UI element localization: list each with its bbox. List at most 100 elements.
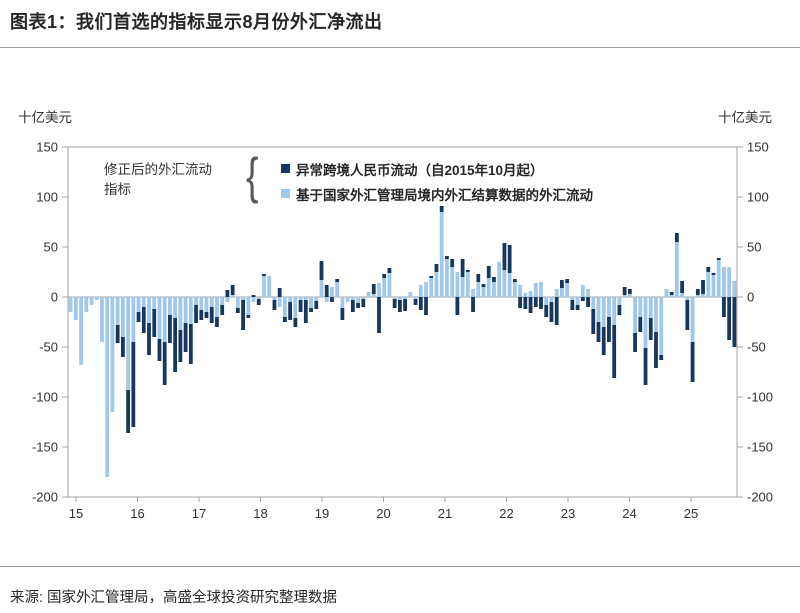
x-axis-label: 24 bbox=[622, 506, 636, 521]
bar-rmb-flow bbox=[413, 299, 418, 305]
bar-rmb-flow bbox=[361, 299, 366, 307]
bar-fx-settlement-flow bbox=[429, 278, 434, 297]
bar-rmb-flow bbox=[439, 206, 444, 212]
bar-fx-settlement-flow bbox=[356, 297, 360, 303]
x-axis-label: 18 bbox=[253, 506, 267, 521]
y-axis-unit-right: 十亿美元 bbox=[718, 110, 772, 125]
bar-fx-settlement-flow bbox=[361, 297, 366, 299]
bar-rmb-flow bbox=[350, 300, 355, 312]
bar-fx-settlement-flow bbox=[418, 285, 423, 297]
bar-fx-settlement-flow bbox=[476, 282, 481, 297]
bar-fx-settlement-flow bbox=[84, 297, 89, 312]
bar-rmb-flow bbox=[465, 270, 470, 272]
bar-fx-settlement-flow bbox=[136, 297, 141, 312]
bar-fx-settlement-flow bbox=[288, 297, 293, 302]
bar-rmb-flow bbox=[230, 285, 235, 295]
bar-fx-settlement-flow bbox=[680, 293, 685, 297]
bar-rmb-flow bbox=[575, 305, 580, 310]
bar-rmb-flow bbox=[706, 267, 711, 272]
bar-fx-settlement-flow bbox=[194, 297, 198, 305]
bar-rmb-flow bbox=[194, 305, 198, 323]
bar-rmb-flow bbox=[512, 279, 517, 282]
bar-rmb-flow bbox=[460, 259, 465, 277]
x-axis-label: 20 bbox=[376, 506, 390, 521]
bar-fx-settlement-flow bbox=[392, 297, 397, 299]
bar-rmb-flow bbox=[434, 264, 439, 272]
bar-rmb-flow bbox=[136, 312, 141, 322]
bar-rmb-flow bbox=[507, 245, 512, 273]
bar-fx-settlement-flow bbox=[518, 285, 522, 297]
bar-rmb-flow bbox=[638, 317, 643, 332]
bar-fx-settlement-flow bbox=[141, 297, 146, 307]
bar-rmb-flow bbox=[131, 342, 136, 427]
annotation-line-1: 修正后的外汇流动 bbox=[104, 162, 212, 177]
bar-fx-settlement-flow bbox=[188, 297, 193, 324]
y-axis-label-left: 150 bbox=[36, 140, 58, 155]
bar-rmb-flow bbox=[235, 308, 240, 313]
bar-rmb-flow bbox=[711, 273, 716, 275]
bar-rmb-flow bbox=[565, 279, 570, 283]
bar-fx-settlement-flow bbox=[199, 297, 204, 310]
bar-fx-settlement-flow bbox=[272, 297, 277, 300]
bar-rmb-flow bbox=[319, 261, 324, 280]
bar-rmb-flow bbox=[377, 297, 381, 333]
bar-rmb-flow bbox=[617, 305, 622, 315]
y-axis-unit-left: 十亿美元 bbox=[18, 110, 72, 125]
bar-rmb-flow bbox=[126, 390, 131, 433]
x-axis-label: 15 bbox=[69, 506, 83, 521]
bar-fx-settlement-flow bbox=[319, 280, 324, 297]
bar-rmb-flow bbox=[225, 290, 230, 297]
bar-rmb-flow bbox=[450, 259, 455, 267]
bar-fx-settlement-flow bbox=[544, 297, 549, 305]
bar-rmb-flow bbox=[643, 348, 648, 385]
y-axis-label-right: -150 bbox=[747, 440, 773, 455]
annotation-line-2: 指标 bbox=[104, 181, 131, 197]
bar-rmb-flow bbox=[424, 297, 428, 315]
bar-rmb-flow bbox=[716, 258, 721, 260]
bar-rmb-flow bbox=[544, 305, 549, 317]
bar-rmb-flow bbox=[387, 268, 392, 273]
bar-rmb-flow bbox=[152, 309, 157, 337]
bar-rmb-flow bbox=[335, 279, 340, 282]
bar-fx-settlement-flow bbox=[659, 297, 664, 355]
bar-fx-settlement-flow bbox=[607, 297, 611, 317]
y-axis-label-left: 100 bbox=[36, 190, 58, 205]
plot-border bbox=[67, 146, 738, 498]
bar-fx-settlement-flow bbox=[178, 297, 183, 330]
legend-swatch-light-icon bbox=[281, 189, 290, 198]
bar-rmb-flow bbox=[120, 337, 125, 357]
bar-fx-settlement-flow bbox=[230, 295, 235, 297]
y-axis-label-right: 50 bbox=[747, 240, 761, 255]
bar-rmb-flow bbox=[680, 281, 685, 293]
bar-fx-settlement-flow bbox=[627, 294, 632, 297]
bar-rmb-flow bbox=[549, 302, 554, 322]
bar-fx-settlement-flow bbox=[162, 297, 167, 342]
bar-rmb-flow bbox=[690, 342, 695, 382]
bar-fx-settlement-flow bbox=[408, 292, 413, 297]
bar-rmb-flow bbox=[288, 302, 293, 320]
bar-fx-settlement-flow bbox=[732, 281, 737, 297]
bar-fx-settlement-flow bbox=[586, 289, 590, 297]
bar-fx-settlement-flow bbox=[73, 297, 78, 320]
bar-fx-settlement-flow bbox=[309, 297, 313, 308]
bar-rmb-flow bbox=[695, 289, 700, 295]
y-axis-label-left: -100 bbox=[32, 390, 58, 405]
bar-rmb-flow bbox=[382, 274, 387, 278]
bar-fx-settlement-flow bbox=[450, 267, 455, 297]
bar-fx-settlement-flow bbox=[298, 297, 303, 300]
bar-rmb-flow bbox=[518, 297, 522, 308]
bar-fx-settlement-flow bbox=[89, 297, 94, 305]
bar-fx-settlement-flow bbox=[345, 297, 350, 302]
page-title: 图表1：我们首选的指标显示8月份外汇净流出 bbox=[10, 12, 383, 32]
bar-fx-settlement-flow bbox=[314, 297, 319, 301]
bar-fx-settlement-flow bbox=[183, 297, 188, 323]
bar-fx-settlement-flow bbox=[528, 291, 533, 297]
bar-fx-settlement-flow bbox=[445, 259, 449, 297]
bar-rmb-flow bbox=[246, 315, 251, 318]
bar-rmb-flow bbox=[648, 318, 653, 340]
y-axis-label-left: -150 bbox=[32, 440, 58, 455]
bar-fx-settlement-flow bbox=[371, 294, 376, 297]
bar-fx-settlement-flow bbox=[126, 297, 131, 390]
x-axis-label: 21 bbox=[438, 506, 452, 521]
bar-fx-settlement-flow bbox=[330, 287, 334, 297]
